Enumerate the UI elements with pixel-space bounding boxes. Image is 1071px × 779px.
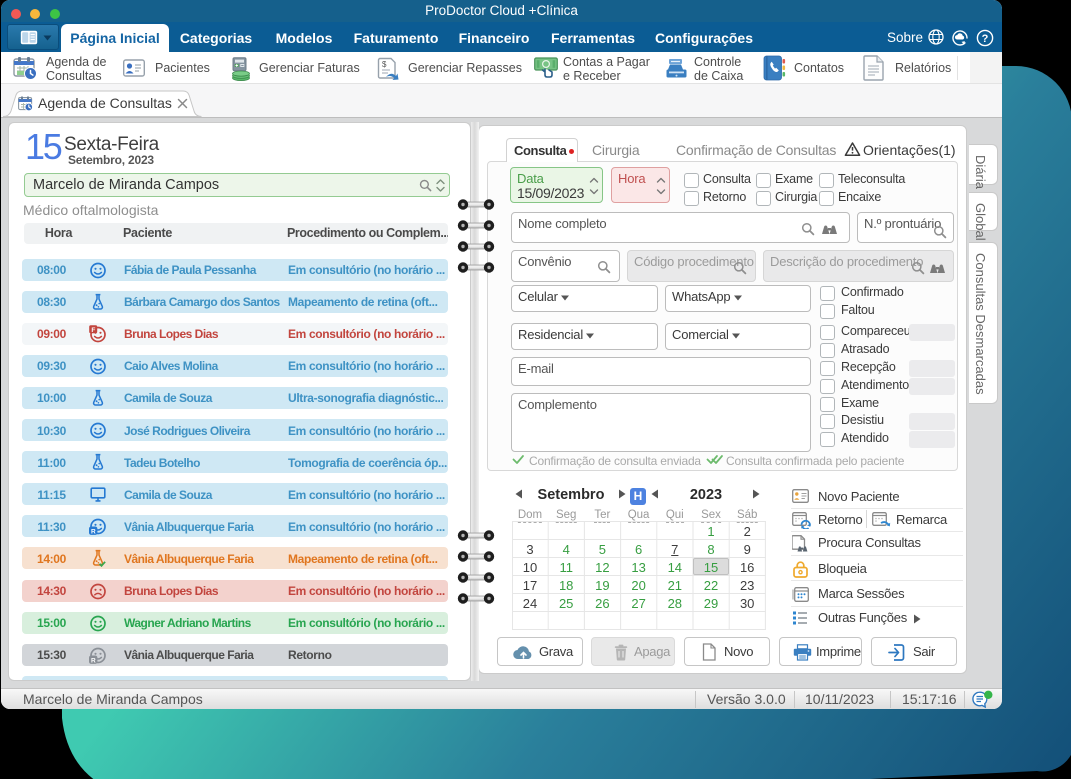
svg-text:$: $ <box>382 60 387 69</box>
svg-text:F: F <box>91 326 95 333</box>
svg-text:R: R <box>91 657 96 664</box>
svg-text:R: R <box>91 529 96 536</box>
svg-text:?: ? <box>982 33 989 45</box>
